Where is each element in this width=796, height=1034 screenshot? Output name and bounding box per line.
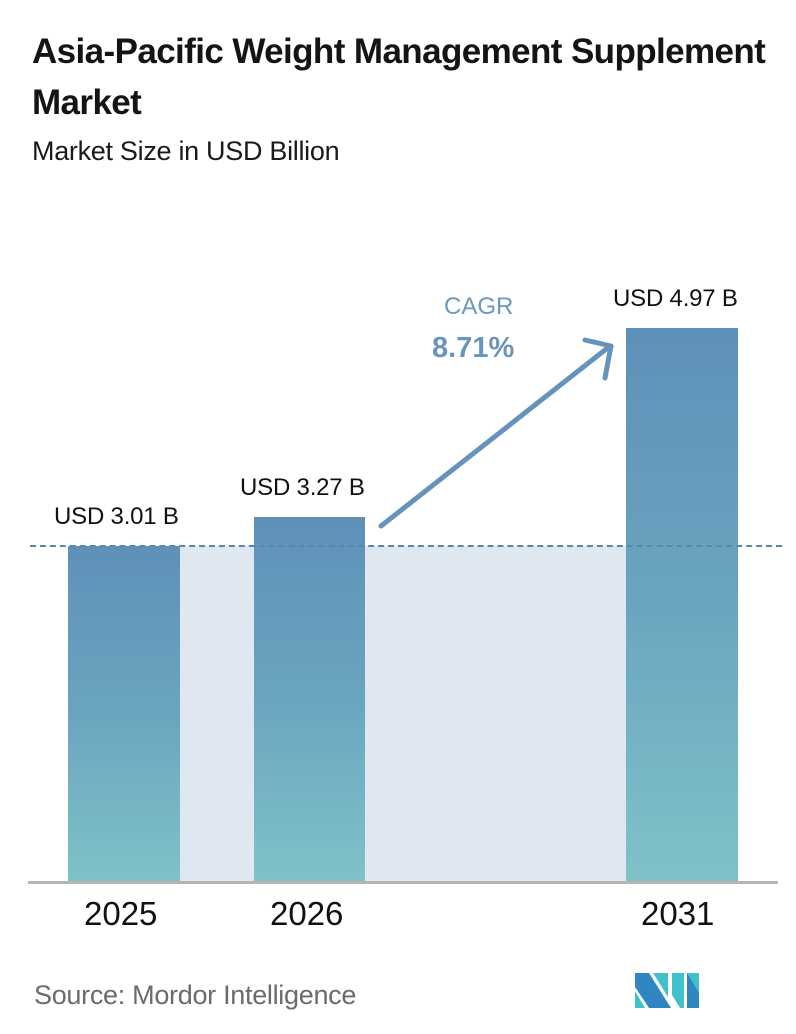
- x-tick-2025: 2025: [84, 895, 158, 932]
- source-attribution: Source: Mordor Intelligence: [34, 980, 357, 1010]
- bar-2031: [626, 328, 738, 882]
- bar-value-label-2026: USD 3.27 B: [240, 474, 365, 501]
- chart-subtitle: Market Size in USD Billion: [32, 136, 340, 166]
- chart-title: Asia-Pacific Weight Management Supplemen…: [32, 32, 766, 122]
- mordor-intelligence-logo-icon: [635, 973, 699, 1008]
- x-tick-2026: 2026: [270, 895, 344, 932]
- x-axis-line: [28, 881, 778, 884]
- x-tick-2031: 2031: [641, 895, 715, 932]
- bar-value-label-2025: USD 3.01 B: [54, 503, 179, 530]
- cagr-label: CAGR: [444, 293, 514, 320]
- cagr-value: 8.71%: [432, 332, 515, 364]
- bar-2025: [68, 546, 180, 882]
- reference-dashed-line: [30, 545, 782, 547]
- bar-2026: [254, 517, 365, 882]
- bar-value-label-2031: USD 4.97 B: [613, 285, 738, 312]
